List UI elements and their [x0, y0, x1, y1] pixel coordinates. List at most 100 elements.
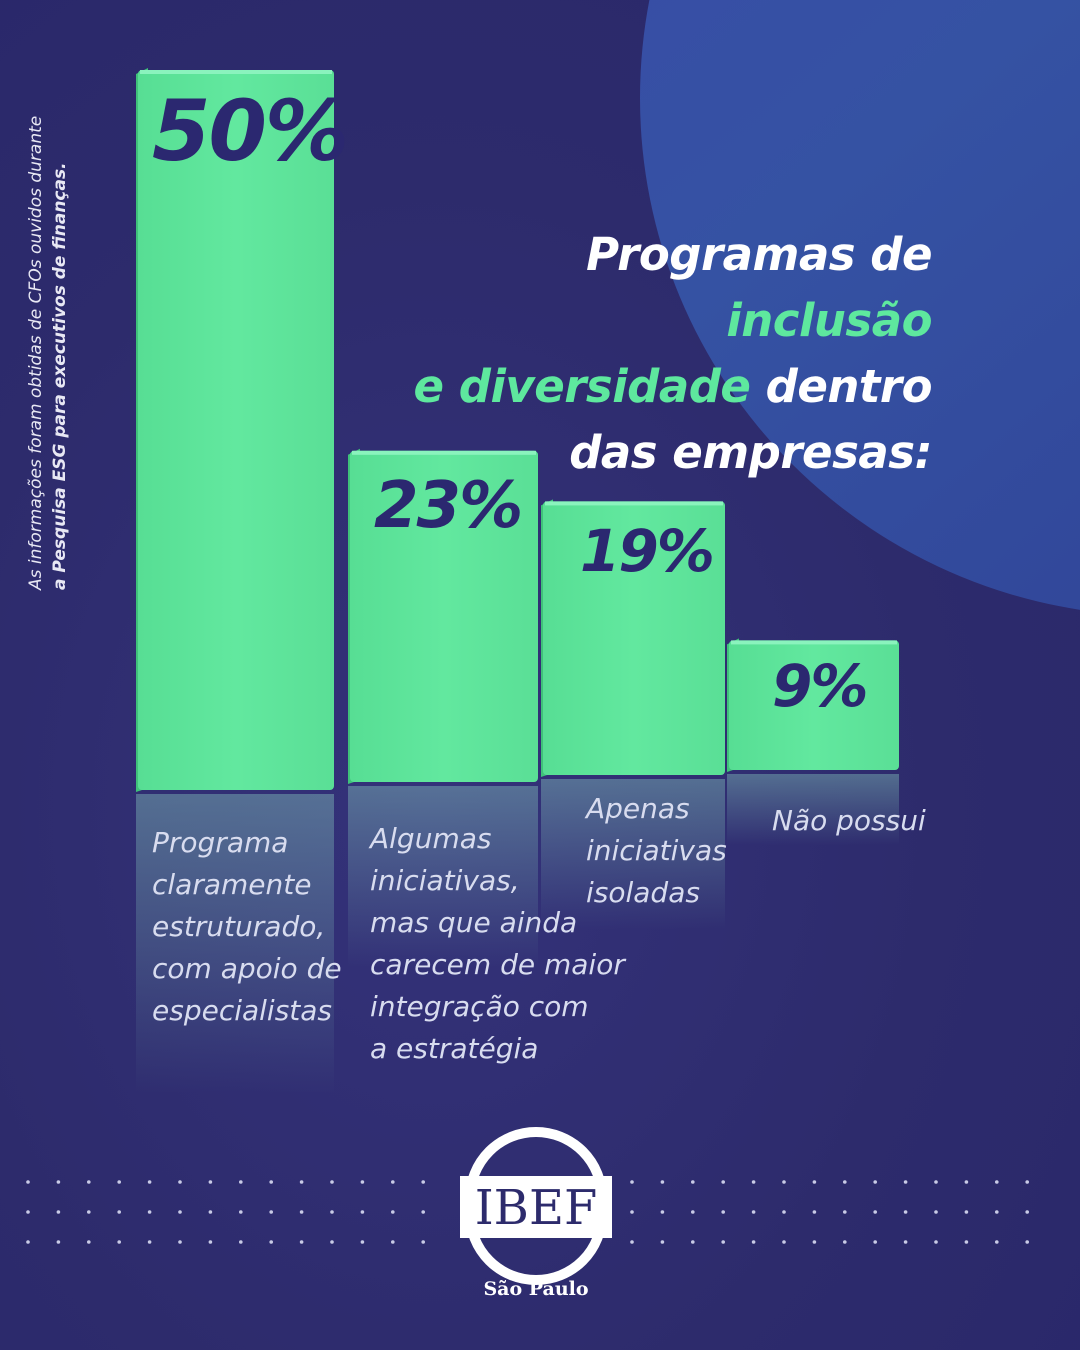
dot	[239, 1180, 243, 1184]
dot	[117, 1240, 121, 1244]
dot	[178, 1210, 182, 1214]
dot	[751, 1240, 756, 1244]
dot	[995, 1240, 999, 1244]
dot	[87, 1210, 91, 1214]
bar-top-edge-1	[140, 70, 332, 74]
dot	[721, 1180, 725, 1184]
dot	[208, 1180, 213, 1184]
dot	[995, 1210, 999, 1214]
dot	[391, 1210, 395, 1214]
dot	[903, 1240, 908, 1244]
dot	[421, 1180, 426, 1184]
dot	[269, 1240, 273, 1244]
bar-top-edge-4	[731, 640, 897, 645]
dot	[117, 1210, 121, 1214]
bar-top-edge-2	[352, 450, 536, 455]
logo-arc-top	[465, 1127, 607, 1199]
dot	[1025, 1180, 1029, 1184]
dot	[269, 1180, 273, 1184]
dot	[691, 1210, 695, 1214]
dot	[239, 1210, 243, 1214]
value-label-4: 9%	[772, 652, 868, 721]
dot	[208, 1210, 213, 1214]
bar-1	[136, 68, 334, 1094]
dot	[391, 1240, 395, 1244]
dot	[391, 1180, 395, 1184]
dot	[56, 1240, 61, 1244]
dot	[178, 1240, 182, 1244]
dot	[782, 1210, 786, 1214]
dot	[269, 1210, 273, 1214]
dot	[26, 1210, 30, 1214]
bar-face-4	[729, 640, 899, 770]
dot	[751, 1180, 756, 1184]
dot	[903, 1210, 908, 1214]
dot	[691, 1240, 695, 1244]
bar-face-2	[350, 450, 538, 782]
dot	[117, 1180, 121, 1184]
dot-pattern-right	[630, 1180, 1029, 1244]
dot	[812, 1180, 817, 1184]
dot	[56, 1210, 61, 1214]
dot	[995, 1180, 999, 1184]
dot	[964, 1240, 969, 1244]
logo-arc-bottom	[465, 1213, 607, 1285]
bar-face-3	[543, 501, 725, 775]
dot	[26, 1180, 30, 1184]
dot	[330, 1180, 334, 1184]
dot	[208, 1240, 213, 1244]
dot	[934, 1240, 938, 1244]
dot	[782, 1240, 786, 1244]
dot	[26, 1240, 30, 1244]
dot	[239, 1240, 243, 1244]
title-part-2: e diversidade	[413, 360, 751, 413]
dot	[330, 1240, 334, 1244]
logo-band	[460, 1176, 612, 1238]
dot	[660, 1210, 665, 1214]
dot	[147, 1210, 152, 1214]
dot	[630, 1180, 634, 1184]
bar-top-edge-3	[545, 501, 723, 506]
bar-reflection-4	[727, 774, 899, 846]
dot	[934, 1180, 938, 1184]
page-title: Programas de inclusão e diversidade dent…	[372, 222, 933, 486]
category-label-3: Apenas iniciativas isoladas	[586, 792, 727, 909]
dot	[299, 1210, 304, 1214]
dot	[873, 1210, 877, 1214]
dot	[843, 1240, 847, 1244]
dot	[87, 1180, 91, 1184]
dot	[299, 1180, 304, 1184]
bar-3	[541, 499, 725, 930]
dot	[660, 1240, 665, 1244]
title-part-4: das empresas:	[569, 426, 932, 479]
dot	[330, 1210, 334, 1214]
dot	[843, 1210, 847, 1214]
dot	[721, 1210, 725, 1214]
logo-subtitle: São Paulo	[483, 1278, 589, 1300]
bar-reflection-1	[136, 794, 334, 1094]
dot	[147, 1240, 152, 1244]
dot	[873, 1180, 877, 1184]
title-part-1: Programas de	[586, 228, 932, 281]
dot	[299, 1240, 304, 1244]
dot	[87, 1240, 91, 1244]
dot	[812, 1210, 817, 1214]
dot	[812, 1240, 817, 1244]
dot	[178, 1180, 182, 1184]
value-label-2: 23%	[374, 468, 523, 543]
dot	[751, 1210, 756, 1214]
dot	[421, 1210, 426, 1214]
bar-4	[727, 638, 899, 846]
dot	[660, 1180, 665, 1184]
dot	[360, 1180, 365, 1184]
category-label-2: Algumas iniciativas, mas que ainda carec…	[370, 822, 625, 1065]
dot	[360, 1240, 365, 1244]
dot	[873, 1240, 877, 1244]
bar-face-1	[138, 70, 334, 790]
title-highlight-1: inclusão	[726, 294, 932, 347]
dot-pattern-left	[26, 1180, 426, 1244]
category-label-4: Não possui	[772, 804, 926, 837]
logo-text: IBEF	[475, 1180, 598, 1236]
